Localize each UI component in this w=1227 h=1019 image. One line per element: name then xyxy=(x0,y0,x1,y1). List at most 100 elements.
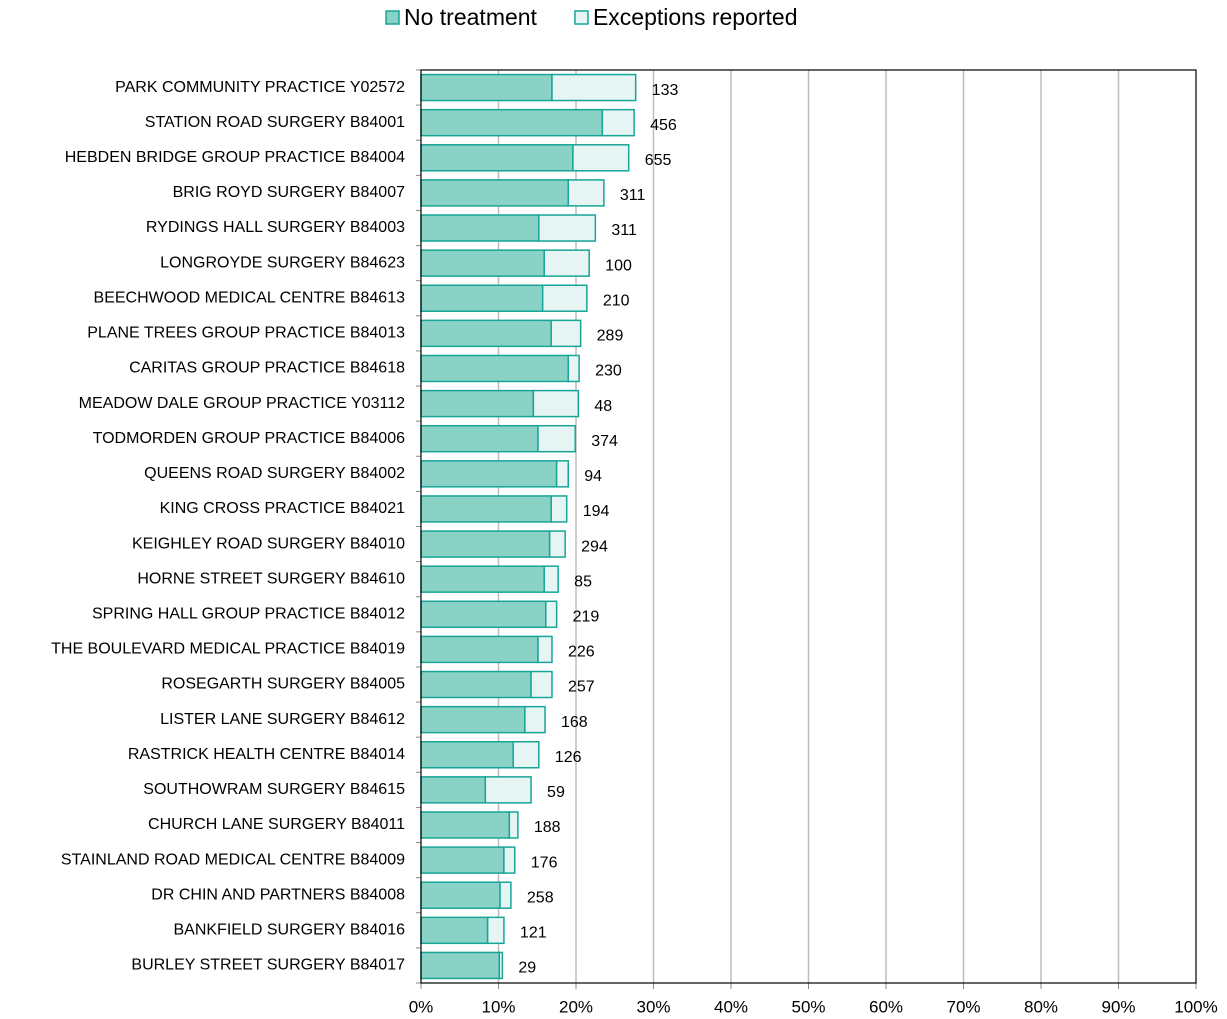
bar-segment xyxy=(420,214,540,242)
y-tick-label: LONGROYDE SURGERY B84623 xyxy=(160,254,405,271)
bar-label: 294 xyxy=(581,538,608,555)
bar-label: 48 xyxy=(594,398,612,415)
x-tick-label: 60% xyxy=(869,997,903,1016)
legend-text: No treatment xyxy=(404,4,538,30)
x-tick-label: 100% xyxy=(1174,997,1217,1016)
y-tick-label: DR CHIN AND PARTNERS B84008 xyxy=(151,886,405,903)
legend-swatch xyxy=(574,10,589,25)
y-tick-label: KING CROSS PRACTICE B84021 xyxy=(160,500,406,517)
bar-label: 655 xyxy=(645,152,672,169)
y-tick-label: LISTER LANE SURGERY B84612 xyxy=(160,711,405,728)
x-tick-label: 70% xyxy=(946,997,980,1016)
y-tick-label: THE BOULEVARD MEDICAL PRACTICE B84019 xyxy=(51,641,405,658)
y-tick-label: HEBDEN BRIDGE GROUP PRACTICE B84004 xyxy=(65,149,405,166)
bar-segment xyxy=(567,179,605,207)
y-tick-label: CARITAS GROUP PRACTICE B84618 xyxy=(129,360,405,377)
bar-segment xyxy=(543,565,559,593)
bar-segment xyxy=(486,916,505,945)
bar-segment xyxy=(548,530,566,558)
bar-segment xyxy=(530,670,553,699)
bar-segment xyxy=(508,811,519,839)
y-tick-label: QUEENS ROAD SURGERY B84002 xyxy=(144,465,405,482)
bar-segment xyxy=(498,951,504,980)
bar-label: 374 xyxy=(591,433,618,450)
bar-segment xyxy=(420,635,539,664)
bar-label: 188 xyxy=(534,819,561,836)
bar-label: 85 xyxy=(574,573,592,590)
bar-label: 133 xyxy=(652,82,679,99)
bar-segment xyxy=(541,284,588,312)
y-tick-label: SOUTHOWRAM SURGERY B84615 xyxy=(143,781,405,798)
bar-segment xyxy=(537,635,553,664)
y-tick-label: BURLEY STREET SURGERY B84017 xyxy=(131,957,405,974)
bar-segment xyxy=(420,670,532,699)
bar-label: 289 xyxy=(597,328,624,345)
y-tick-label: HORNE STREET SURGERY B84610 xyxy=(137,570,405,587)
y-tick-label: SPRING HALL GROUP PRACTICE B84012 xyxy=(92,606,405,623)
bar-label: 258 xyxy=(527,889,554,906)
bar-segment xyxy=(420,530,551,558)
y-tick-label: TODMORDEN GROUP PRACTICE B84006 xyxy=(93,430,405,447)
bar-label: 194 xyxy=(583,503,610,520)
bar-segment xyxy=(555,460,569,488)
y-tick-label: RYDINGS HALL SURGERY B84003 xyxy=(146,219,405,236)
bar-segment xyxy=(420,600,547,629)
bar-segment xyxy=(420,144,574,172)
bar-segment xyxy=(420,424,539,453)
bar-segment xyxy=(503,846,516,874)
bar-segment xyxy=(420,951,501,980)
bar-label: 126 xyxy=(555,749,582,766)
bar-label: 226 xyxy=(568,644,595,661)
x-tick-label: 50% xyxy=(791,997,825,1016)
y-tick-label: STAINLAND ROAD MEDICAL CENTRE B84009 xyxy=(61,851,405,868)
bar-segment xyxy=(532,389,580,418)
y-tick-label: KEIGHLEY ROAD SURGERY B84010 xyxy=(132,535,405,552)
bar-segment xyxy=(420,776,487,804)
legend-swatch xyxy=(385,10,400,25)
bar-segment xyxy=(550,495,568,523)
bar-label: 219 xyxy=(573,609,600,626)
bar-segment xyxy=(420,495,552,523)
y-tick-label: PARK COMMUNITY PRACTICE Y02572 xyxy=(115,79,405,96)
x-tick-label: 30% xyxy=(636,997,670,1016)
bar-segment xyxy=(420,284,544,312)
bar-segment xyxy=(537,424,576,453)
bar-segment xyxy=(572,144,630,172)
bar-segment xyxy=(420,319,552,348)
bar-segment xyxy=(420,741,514,769)
bar-segment xyxy=(420,846,505,874)
y-tick-label: BEECHWOOD MEDICAL CENTRE B84613 xyxy=(94,289,406,306)
bar-segment xyxy=(420,460,558,488)
bar-label: 176 xyxy=(531,854,558,871)
bar-label: 311 xyxy=(620,187,646,204)
bar-segment xyxy=(524,705,546,734)
bar-segment xyxy=(420,73,553,102)
bar-segment xyxy=(420,881,501,909)
bar-label: 100 xyxy=(605,257,632,274)
bar-label: 257 xyxy=(568,679,595,696)
bar-segment xyxy=(420,565,545,593)
bar-segment xyxy=(512,741,540,769)
y-tick-label: BRIG ROYD SURGERY B84007 xyxy=(173,184,405,201)
plot-frame xyxy=(420,69,1197,984)
bar-segment xyxy=(550,319,582,348)
bar-segment xyxy=(420,389,535,418)
bar-segment xyxy=(538,214,597,242)
y-tick-label: STATION ROAD SURGERY B84001 xyxy=(145,114,405,131)
y-tick-label: MEADOW DALE GROUP PRACTICE Y03112 xyxy=(79,395,405,412)
bar-segment xyxy=(601,108,635,137)
y-tick-label: RASTRICK HEALTH CENTRE B84014 xyxy=(128,746,405,763)
x-tick-label: 20% xyxy=(559,997,593,1016)
bar-label: 210 xyxy=(603,292,630,309)
x-tick-label: 40% xyxy=(714,997,748,1016)
bar-segment xyxy=(420,811,511,839)
bar-segment xyxy=(420,179,569,207)
bar-segment xyxy=(420,108,604,137)
bar-segment xyxy=(420,354,569,383)
x-tick-label: 90% xyxy=(1101,997,1135,1016)
bar-segment xyxy=(420,249,545,277)
bar-segment xyxy=(543,249,590,277)
bar-segment xyxy=(420,916,489,945)
bar-segment xyxy=(484,776,532,804)
